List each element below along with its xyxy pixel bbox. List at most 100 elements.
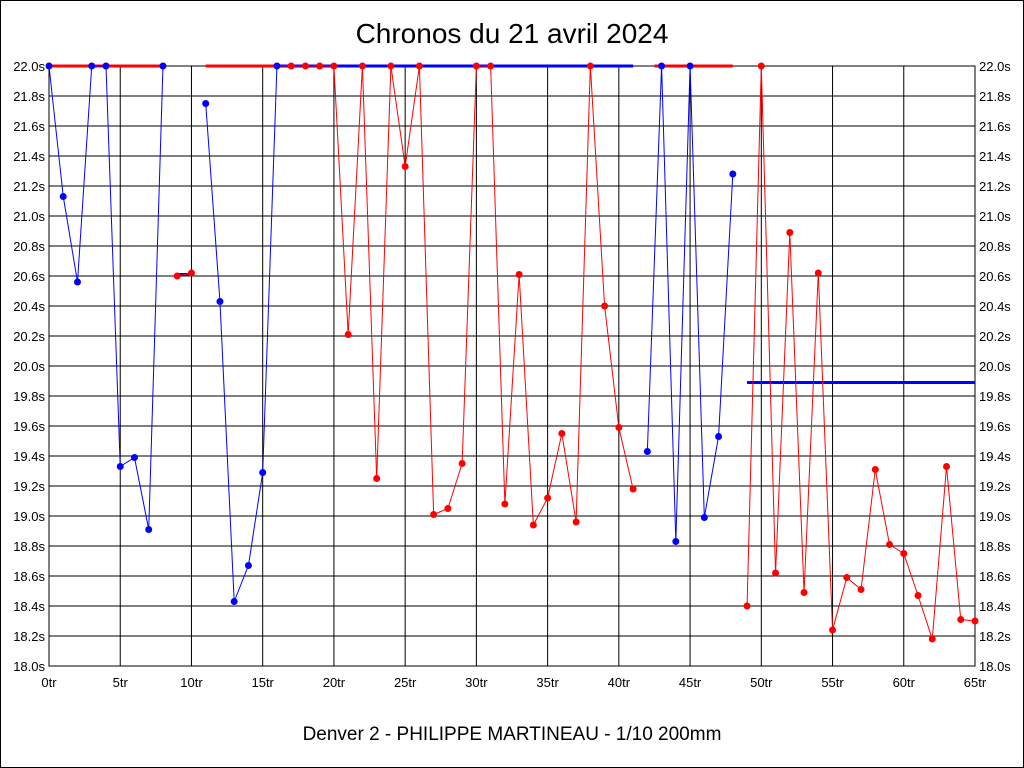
data-point [230,598,238,605]
data-point [800,589,808,596]
data-point [857,586,865,593]
y-tick-label-right: 21.2s [979,179,1011,194]
y-tick-label-right: 21.0s [979,209,1011,224]
series-segment [817,272,834,631]
y-tick-label-right: 21.8s [979,89,1011,104]
data-point [558,430,566,437]
data-point [130,454,138,461]
series-segment [746,65,762,607]
y-tick-label-left: 22.0s [13,59,45,74]
data-point [829,626,837,634]
data-point [116,463,124,470]
data-point [957,616,965,623]
data-point [316,62,324,70]
data-point [102,62,110,70]
series-segment [347,65,363,335]
data-point [586,62,594,70]
data-point [401,163,409,170]
series-segment [718,173,734,437]
data-point [615,424,623,431]
y-tick-label-left: 18.6s [13,569,45,584]
data-point [344,331,352,338]
data-point [259,469,267,476]
data-point [572,518,580,526]
series-segment [390,65,406,167]
data-point [301,62,309,70]
chart-subtitle: Denver 2 - PHILIPPE MARTINEAU - 1/10 200… [303,724,722,745]
data-point [715,433,723,440]
series-segment [703,436,720,518]
x-tick-label: 50tr [750,675,773,690]
series-segment [518,274,534,526]
y-tick-label-left: 18.8s [13,539,45,554]
data-point [472,62,480,70]
y-tick-label-left: 21.8s [13,89,45,104]
y-tick-label-left: 20.4s [13,299,45,314]
y-tick-label-left: 20.2s [13,329,45,344]
series-segment [575,65,591,523]
series-segment [404,65,420,167]
data-point [814,269,822,277]
series-segment [760,65,777,574]
data-point [444,505,452,512]
data-point [45,62,53,70]
x-tick-label: 30tr [465,675,488,690]
data-point [487,62,495,70]
series-segment [361,65,378,479]
data-point [544,494,552,502]
data-point [786,229,794,236]
data-point [501,500,509,508]
series-segment [461,65,477,464]
x-tick-label: 20tr [323,675,346,690]
series-segment [247,472,264,566]
chart-title: Chronos du 21 avril 2024 [356,18,669,49]
y-tick-label-right: 18.6s [979,569,1011,584]
y-tick-label-right: 20.0s [979,359,1011,374]
data-point [173,272,181,280]
series-segment [262,65,278,473]
data-point [145,526,153,533]
x-tick-label: 0tr [41,675,57,690]
data-point [601,302,609,310]
series-segment [62,196,78,283]
series-segment [675,65,691,542]
x-tick-label: 60tr [893,675,916,690]
y-tick-label-left: 21.4s [13,149,45,164]
x-tick-label: 10tr [180,675,203,690]
data-point [928,635,936,643]
data-point [658,62,666,70]
data-point [843,574,851,581]
series-segment [148,65,164,530]
data-point [686,62,694,70]
y-tick-label-right: 19.2s [979,479,1011,494]
data-point [430,511,438,518]
series-segment [604,305,620,428]
y-tick-label-right: 20.6s [979,269,1011,284]
data-point [629,485,637,493]
data-point [943,463,951,470]
y-tick-label-left: 20.8s [13,239,45,254]
data-point [743,602,751,610]
y-tick-label-left: 18.2s [13,629,45,644]
series-segment [803,272,819,593]
series-segment [376,65,392,479]
x-tick-label: 25tr [394,675,417,690]
data-point [287,62,295,70]
y-tick-label-left: 21.0s [13,209,45,224]
data-point [772,569,780,577]
series-segment [860,469,876,590]
data-point [415,62,423,70]
y-tick-label-right: 19.0s [979,509,1011,524]
y-tick-label-left: 19.2s [13,479,45,494]
y-tick-label-right: 19.4s [979,449,1011,464]
series-segment [646,65,663,452]
y-tick-label-right: 21.6s [979,119,1011,134]
y-tick-label-right: 22.0s [979,59,1011,74]
y-tick-label-left: 20.6s [13,269,45,284]
data-point [59,193,67,200]
series-segment [504,274,520,505]
series-segment [832,577,848,631]
series-segment [874,469,891,545]
data-point [886,541,894,548]
